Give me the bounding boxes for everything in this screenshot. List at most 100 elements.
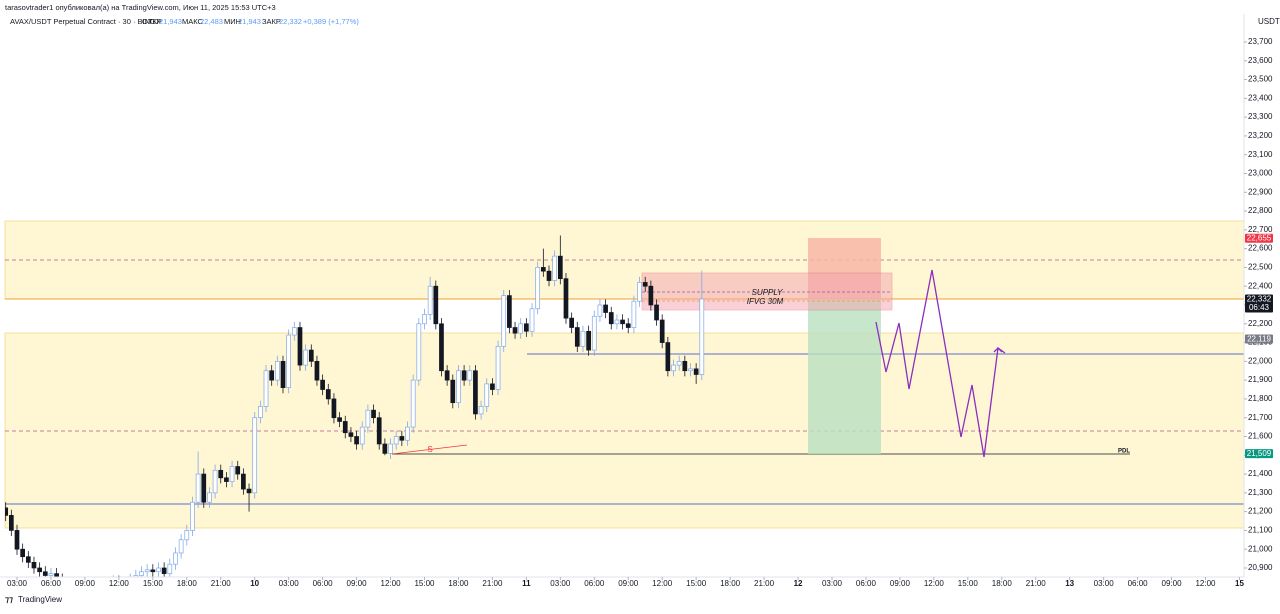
candle-body [297,327,303,366]
price-tag-label: 22,655 [1247,234,1272,243]
x-tick-label: 03:00 [1094,579,1115,588]
candle-body [167,563,173,574]
x-tick-label: 06:00 [41,579,62,588]
y-tick-label: 21,600 [1248,432,1273,441]
candle-body [671,364,676,372]
candle-body [535,267,541,310]
annotation: S [427,445,432,454]
candle-body [546,270,552,281]
candle-body [490,383,495,390]
candle-body [642,282,648,287]
y-tick-label: 21,400 [1248,469,1273,478]
candle-body [195,473,201,503]
candle-body [569,317,574,328]
x-tick-label: 21:00 [754,579,775,588]
candle-body [439,323,444,372]
projection-arrow [993,347,1003,353]
candle-body [144,569,150,573]
y-tick-label: 22,200 [1248,319,1273,328]
candle-body [456,370,461,404]
candle-body [241,473,246,490]
price-tag-label: 21,509 [1247,449,1272,458]
target-zone [808,299,881,454]
candle-body [659,319,665,343]
x-tick-label: 09:00 [1162,579,1183,588]
candle-body [393,436,399,445]
candle-body [246,488,252,494]
candle-body [286,334,292,388]
candle-body [648,285,654,306]
candle-body [552,255,558,281]
candle-body [557,255,563,280]
candle-body [156,567,161,573]
x-tick-label: 10 [250,579,259,588]
x-tick-label: 15:00 [414,579,435,588]
x-tick-label: 18:00 [177,579,198,588]
candle-body [48,573,54,576]
y-tick-label: 21,300 [1248,488,1273,497]
ohlc-value: 21,943 [159,17,182,26]
candle-body [229,466,235,482]
candle-body [631,300,637,328]
x-tick-label: 12 [794,579,803,588]
candle-body [31,561,37,569]
candle-body [416,323,422,381]
candle-body [467,370,473,381]
candle-body [201,473,207,503]
x-tick-label: 09:00 [347,579,368,588]
y-tick-label: 22,800 [1248,206,1273,215]
y-tick-label: 21,700 [1248,413,1273,422]
candles [5,235,705,589]
ohlc-label: ОТКР [142,17,162,26]
candle-body [376,417,382,445]
candle-body [603,304,608,313]
candle-body [682,360,688,372]
candle-body [66,583,70,587]
candle-body [190,501,195,531]
x-tick-label: 09:00 [618,579,639,588]
x-tick-label: 12:00 [109,579,130,588]
x-tick-label: 06:00 [313,579,334,588]
candle-body [410,379,416,428]
candle-body [591,315,597,351]
y-tick-label: 23,500 [1248,75,1273,84]
publisher: tarasovtrader1 опубликовал(а) на Trading… [5,3,276,12]
candle-body [382,443,388,454]
x-tick-label: 09:00 [890,579,911,588]
y-tick-label: 22,000 [1248,356,1273,365]
x-tick-label: 13 [1065,579,1074,588]
y-tick-label: 20,900 [1248,563,1273,572]
candle-body [693,368,699,375]
y-tick-label: 23,600 [1248,56,1273,65]
ohlc-value: 22,332 [279,17,302,26]
candle-body [173,552,178,565]
candle-body [422,314,427,325]
candle-body [342,421,348,434]
candle-body [325,389,331,400]
candle-body [524,323,529,332]
candle-body [280,360,286,388]
candle-body [461,370,467,381]
candle-body [399,436,405,441]
x-tick-label: 12:00 [1195,579,1216,588]
ohlc-value: 22,483 [200,17,223,26]
x-tick-label: 09:00 [75,579,96,588]
symbol: AVAX/USDT Perpetual Contract · 30 · BING… [10,17,161,26]
candle-body [348,432,354,437]
projection-path [875,269,1006,458]
candle-body [586,330,591,351]
y-tick-label: 22,600 [1248,244,1273,253]
candle-body [433,285,439,325]
candle-body [495,345,501,390]
candle-body [331,398,337,419]
candle-body [100,583,104,589]
candle-body [37,567,42,573]
ohlc-label: МИН [224,17,241,26]
x-tick-label: 21:00 [211,579,232,588]
candle-body [184,530,190,541]
candle-body [688,368,693,372]
price-tag-countdown: 06:43 [1249,303,1270,312]
annotation: PDL [1118,449,1130,455]
candle-body [139,571,144,576]
x-tick-label: 18:00 [992,579,1013,588]
